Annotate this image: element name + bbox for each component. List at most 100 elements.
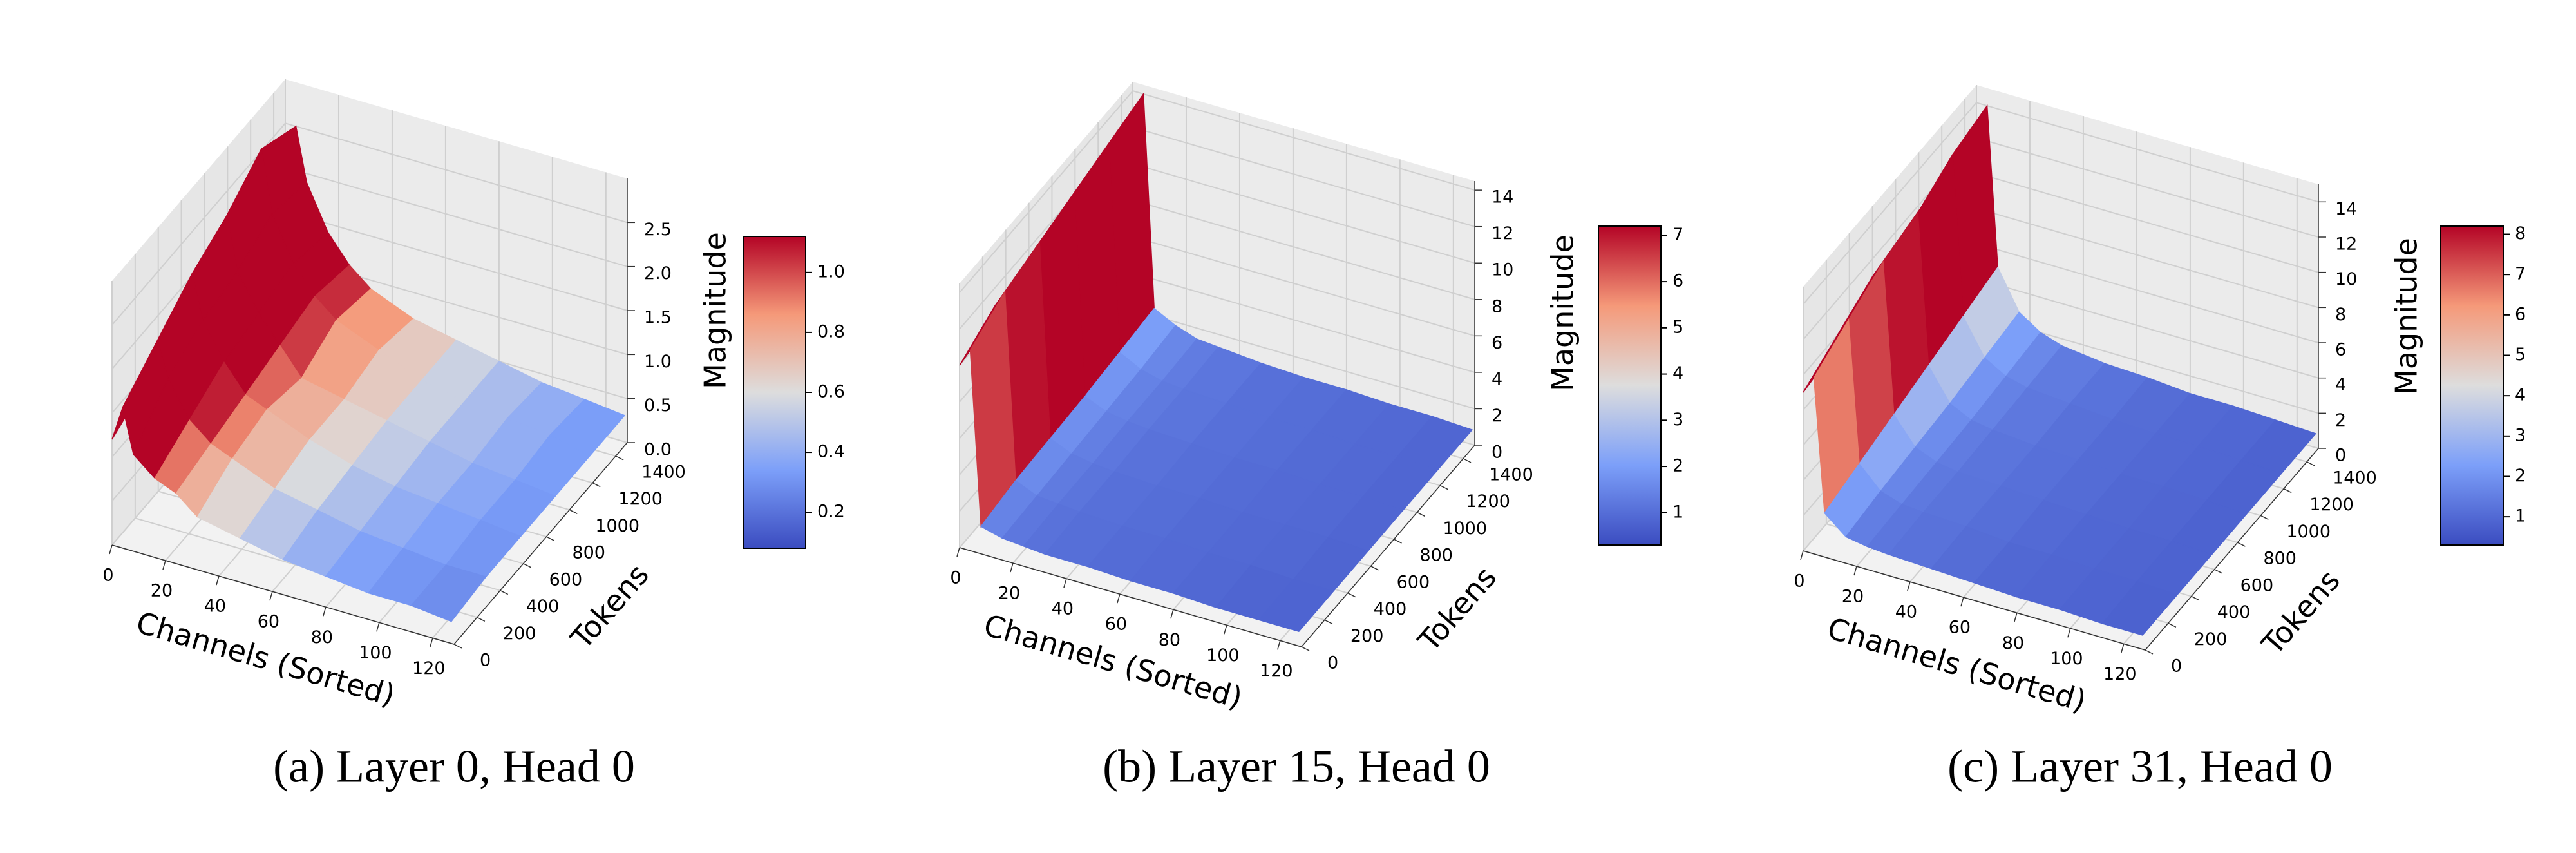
colorbar-tick-label: 6 xyxy=(2515,304,2526,324)
grid-line xyxy=(1132,163,1475,264)
x-tick-label: 20 xyxy=(151,581,173,601)
y-tick xyxy=(1463,458,1472,463)
y-tick-label: 800 xyxy=(2263,549,2297,569)
colorbar xyxy=(2440,225,2504,546)
x-tick-label: 120 xyxy=(412,658,446,678)
x-tick xyxy=(1117,593,1121,604)
y-tick xyxy=(1394,539,1402,544)
z-tick-label: 0 xyxy=(2335,446,2346,466)
colorbar-tick-label: 1 xyxy=(1672,502,1683,522)
colorbar-tick-label: 1 xyxy=(2515,506,2526,526)
x-tick-label: 100 xyxy=(2050,649,2083,669)
x-tick-label: 60 xyxy=(1105,615,1127,635)
colorbar-tick-label: 0.2 xyxy=(817,502,845,522)
y-tick-label: 400 xyxy=(2217,602,2251,622)
y-tick-label: 1400 xyxy=(641,462,686,482)
colorbar-tick-label: 3 xyxy=(2515,425,2526,445)
z-tick-label: 0.0 xyxy=(644,440,672,460)
x-tick-label: 120 xyxy=(1260,661,1293,681)
x-tick xyxy=(2014,613,2018,622)
z-tick-label: 6 xyxy=(2335,340,2346,360)
axis-line xyxy=(1803,550,2146,651)
colorbar-tick-label: 2 xyxy=(2515,466,2526,486)
x-tick xyxy=(216,575,220,586)
y-tick xyxy=(592,482,601,488)
y-tick xyxy=(615,455,624,461)
x-tick xyxy=(1907,581,1911,591)
y-tick-label: 1000 xyxy=(2286,522,2331,542)
x-tick-label: 60 xyxy=(1949,618,1971,638)
y-tick-label: 800 xyxy=(1419,546,1453,566)
z-tick-label: 1.0 xyxy=(644,352,672,372)
y-tick-label: 1400 xyxy=(1489,465,1533,484)
x-tick-label: 20 xyxy=(998,584,1020,604)
y-tick xyxy=(523,563,531,568)
colorbar xyxy=(1598,225,1662,546)
axis-line xyxy=(2145,448,2319,651)
y-tick xyxy=(1416,512,1425,517)
surface-cell xyxy=(2101,580,2178,636)
x-tick xyxy=(269,591,273,601)
x-tick xyxy=(376,622,380,632)
y-tick-label: 600 xyxy=(549,570,583,589)
colorbar-tick-label: 2 xyxy=(1672,456,1683,476)
colorbar-tick-label: 0.4 xyxy=(817,442,845,462)
colorbar-tick-label: 4 xyxy=(2515,385,2526,405)
colorbar-tick-label: 4 xyxy=(1672,363,1683,383)
z-tick-label: 2.0 xyxy=(644,264,672,283)
axis-line xyxy=(959,547,1302,647)
y-tick-label: 1200 xyxy=(1466,492,1510,512)
grid-line xyxy=(1132,236,1475,337)
caption: (c) Layer 31, Head 0 xyxy=(1947,741,2333,792)
grid-line xyxy=(1132,272,1475,373)
x-tick-label: 40 xyxy=(1895,602,1917,622)
y-tick xyxy=(1439,484,1448,490)
x-tick xyxy=(1853,566,1857,576)
grid-line xyxy=(1976,102,2319,203)
y-tick-label: 400 xyxy=(526,597,560,617)
z-axis-label: Magnitude xyxy=(698,232,733,389)
y-tick-label: 1400 xyxy=(2333,468,2377,488)
y-tick-label: 200 xyxy=(1350,626,1384,646)
x-tick xyxy=(430,638,433,647)
axis-line xyxy=(453,442,628,645)
y-tick-label: 1000 xyxy=(595,516,639,536)
colorbar-tick-label: 5 xyxy=(1672,317,1683,337)
z-axis-label: Magnitude xyxy=(1546,235,1580,392)
z-tick-label: 4 xyxy=(1492,369,1502,389)
colorbar-tick-label: 1.0 xyxy=(817,262,845,282)
x-tick xyxy=(1960,597,1964,607)
x-tick-label: 0 xyxy=(1794,571,1804,591)
z-tick-label: 12 xyxy=(2335,235,2357,254)
grid-line xyxy=(1976,172,2319,273)
x-tick-label: 40 xyxy=(204,597,226,617)
axis-line xyxy=(1301,445,1475,647)
y-tick xyxy=(1370,566,1379,571)
x-tick xyxy=(109,544,113,555)
y-tick xyxy=(453,644,462,649)
grid-line xyxy=(285,166,628,267)
y-tick xyxy=(2260,515,2269,521)
x-tick xyxy=(1224,625,1227,635)
x-tick xyxy=(1800,550,1804,561)
x-tick xyxy=(162,560,166,570)
z-tick-label: 6 xyxy=(1492,333,1502,353)
colorbar xyxy=(743,236,806,549)
z-tick-label: 2 xyxy=(1492,406,1502,426)
z-tick-label: 0 xyxy=(1492,443,1502,463)
x-tick-label: 100 xyxy=(1206,646,1240,666)
grid-line xyxy=(1976,243,2319,343)
grid-line xyxy=(1132,199,1475,300)
z-tick-label: 8 xyxy=(1492,296,1502,316)
y-tick-label: 200 xyxy=(2194,629,2228,649)
y-tick-label: 800 xyxy=(572,543,605,563)
x-tick xyxy=(956,547,960,557)
z-tick-label: 10 xyxy=(1492,260,1513,280)
x-tick-label: 0 xyxy=(102,566,113,586)
z-tick-label: 1.5 xyxy=(644,308,672,328)
x-tick-label: 60 xyxy=(258,612,279,632)
surface-cell xyxy=(1258,579,1334,633)
